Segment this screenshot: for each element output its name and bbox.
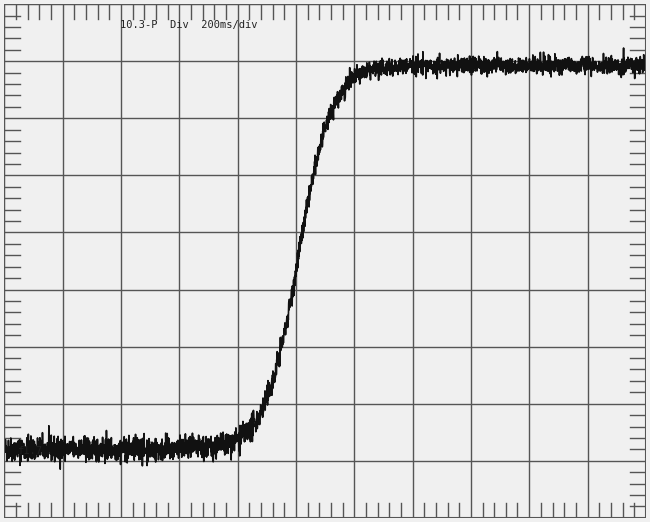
Text: f1.7: f1.7 — [17, 446, 42, 456]
Text: 10.3-P  Div  200ms/div: 10.3-P Div 200ms/div — [120, 20, 257, 30]
